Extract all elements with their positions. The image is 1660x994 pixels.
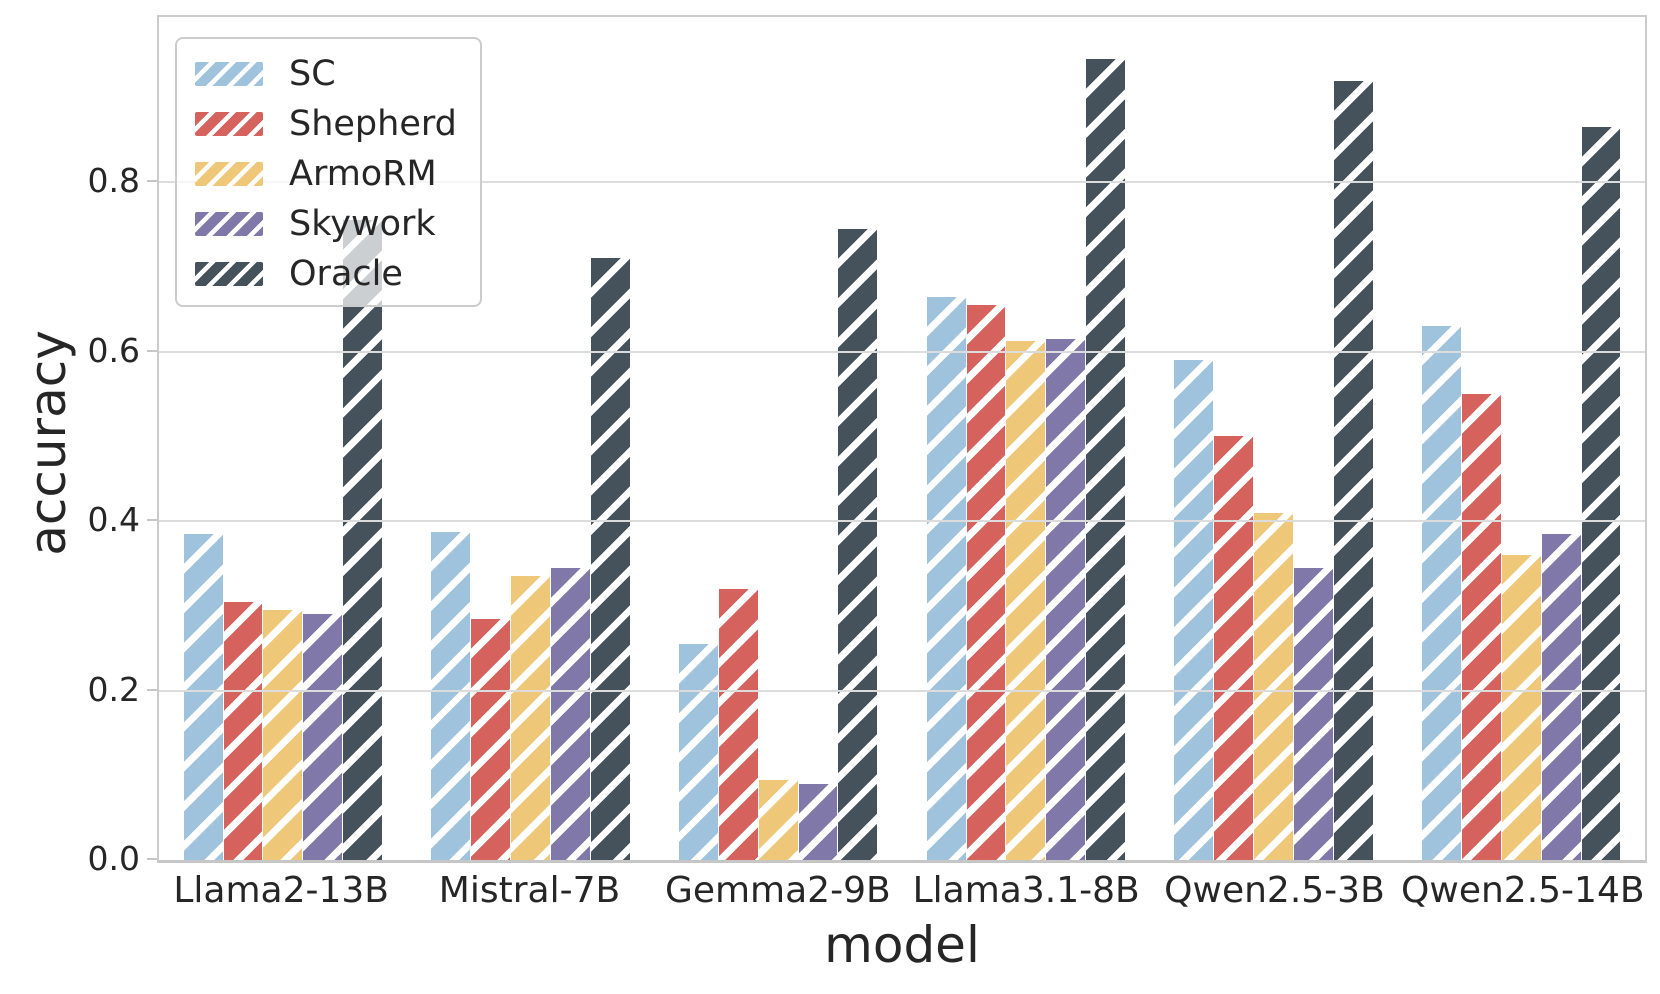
legend-item: SC bbox=[195, 49, 480, 99]
legend-label: Skywork bbox=[289, 204, 436, 244]
gridline bbox=[159, 689, 1645, 692]
bar-group bbox=[654, 17, 902, 860]
bar-armorm bbox=[758, 779, 798, 860]
gridline bbox=[159, 350, 1645, 353]
bar-oracle bbox=[1581, 127, 1621, 860]
x-tick-label: Llama2-13B bbox=[173, 870, 389, 911]
gridline bbox=[159, 520, 1645, 523]
x-tick-label: Llama3.1-8B bbox=[912, 870, 1140, 911]
plot-area bbox=[157, 15, 1647, 863]
legend-swatch bbox=[195, 262, 263, 286]
legend: SC Shepherd ArmoRM Skywork Oracle bbox=[175, 37, 482, 307]
y-tick-label: 0.2 bbox=[87, 669, 140, 709]
y-axis-label: accuracy bbox=[19, 330, 77, 556]
bar-group bbox=[1397, 17, 1645, 860]
bar-skywork bbox=[798, 783, 838, 860]
y-tick-label: 0.4 bbox=[87, 500, 140, 540]
y-tick-mark bbox=[147, 858, 157, 860]
bar-oracle bbox=[1333, 80, 1373, 860]
bar-shepherd bbox=[223, 601, 263, 860]
y-tick-label: 0.6 bbox=[87, 330, 140, 370]
bar-group bbox=[407, 17, 655, 860]
y-tick-mark bbox=[147, 349, 157, 352]
bar-groups bbox=[159, 17, 1645, 860]
legend-label: ArmoRM bbox=[289, 154, 437, 194]
y-tick-mark bbox=[147, 519, 157, 522]
bar-group bbox=[1150, 17, 1398, 860]
y-tick-label: 0.0 bbox=[87, 839, 140, 878]
legend-label: Oracle bbox=[289, 254, 403, 294]
y-tick-mark bbox=[147, 180, 157, 183]
legend-item: Skywork bbox=[195, 199, 480, 249]
bar-skywork bbox=[1541, 533, 1581, 860]
bar-oracle bbox=[343, 220, 383, 860]
legend-item: Oracle bbox=[195, 249, 480, 299]
bar-armorm bbox=[1254, 512, 1293, 860]
x-axis-label: model bbox=[824, 916, 980, 974]
bar-shepherd bbox=[966, 305, 1006, 860]
bar-sc bbox=[926, 296, 966, 860]
legend-swatch bbox=[195, 212, 263, 236]
legend-item: Shepherd bbox=[195, 99, 480, 149]
bar-armorm bbox=[511, 576, 550, 860]
bar-armorm bbox=[1006, 340, 1046, 860]
legend-label: Shepherd bbox=[289, 104, 457, 144]
legend-item: ArmoRM bbox=[195, 149, 480, 199]
bar-shepherd bbox=[718, 588, 758, 860]
bar-oracle bbox=[590, 258, 630, 860]
bar-armorm bbox=[263, 610, 303, 860]
legend-label: SC bbox=[289, 54, 336, 94]
bar-sc bbox=[183, 533, 223, 860]
bar-shepherd bbox=[1461, 394, 1501, 860]
legend-swatch bbox=[195, 62, 263, 86]
bar-skywork bbox=[550, 567, 590, 860]
bar-oracle bbox=[838, 228, 878, 860]
x-tick-label: Qwen2.5-14B bbox=[1401, 870, 1645, 911]
bar-sc bbox=[1174, 360, 1214, 860]
bar-skywork bbox=[303, 614, 343, 860]
bar-oracle bbox=[1086, 59, 1126, 860]
x-tick-label: Mistral-7B bbox=[438, 870, 621, 911]
bar-group bbox=[902, 17, 1150, 860]
x-tick-label: Gemma2-9B bbox=[664, 870, 891, 911]
y-tick-label: 0.8 bbox=[87, 161, 140, 201]
bar-sc bbox=[678, 643, 718, 860]
bar-skywork bbox=[1046, 338, 1086, 860]
bar-group bbox=[159, 17, 407, 860]
x-tick-label: Qwen2.5-3B bbox=[1164, 870, 1385, 911]
bar-armorm bbox=[1501, 555, 1541, 860]
bar-sc bbox=[431, 532, 471, 860]
gridline bbox=[159, 181, 1645, 184]
bar-sc bbox=[1422, 326, 1461, 860]
legend-swatch bbox=[195, 162, 263, 186]
x-tick-labels: Llama2-13B Mistral-7B Gemma2-9B Llama3.1-8B… bbox=[157, 868, 1647, 914]
legend-swatch bbox=[195, 112, 263, 136]
bar-shepherd bbox=[1214, 436, 1254, 860]
bar-skywork bbox=[1293, 567, 1333, 860]
bar-shepherd bbox=[471, 618, 511, 860]
y-tick-mark bbox=[147, 688, 157, 691]
